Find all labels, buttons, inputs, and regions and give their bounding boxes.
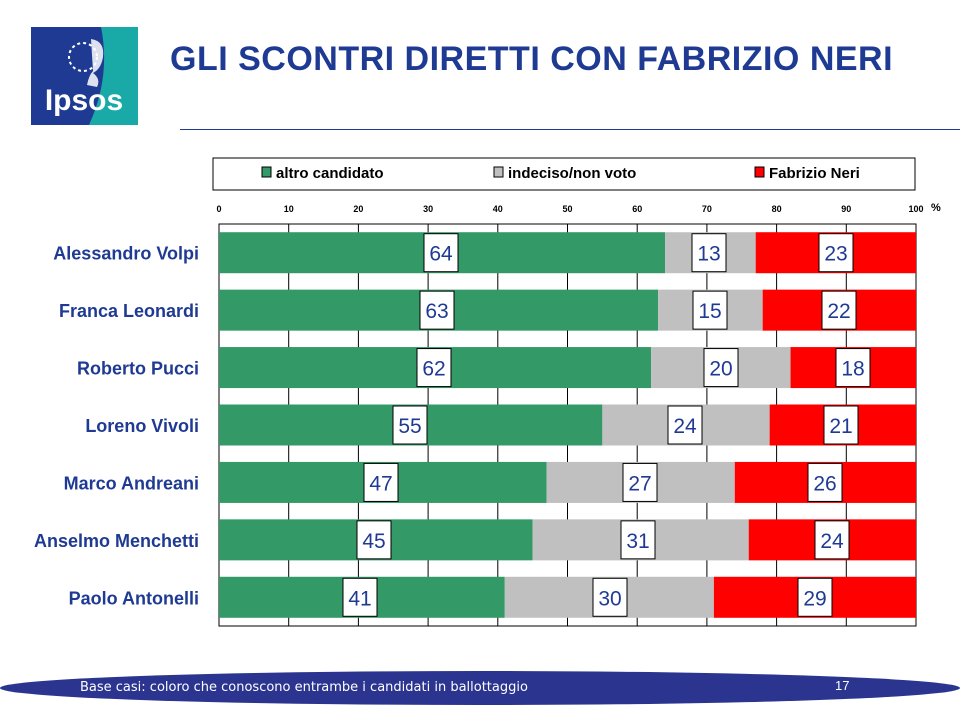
category-label: Anselmo Menchetti xyxy=(34,531,199,551)
ipsos-logo: Ipsos xyxy=(31,27,138,125)
legend-swatch xyxy=(493,166,504,178)
data-label-box xyxy=(667,405,703,445)
title-divider xyxy=(180,129,960,130)
data-label-box xyxy=(392,405,428,445)
x-tick-label: 70 xyxy=(702,204,712,214)
x-tick-label: 30 xyxy=(423,204,433,214)
data-label: 26 xyxy=(813,472,836,495)
footer-note: Base casi: coloro che conoscono entrambe… xyxy=(80,680,528,695)
data-label-box xyxy=(691,233,727,273)
category-label: Paolo Antonelli xyxy=(69,588,199,608)
legend-label: indeciso/non voto xyxy=(508,165,636,182)
x-tick-label: 20 xyxy=(353,204,363,214)
data-label: 30 xyxy=(598,587,621,610)
x-tick-label: 50 xyxy=(562,204,572,214)
data-label-box xyxy=(823,405,859,445)
footer-bar xyxy=(0,671,960,705)
page-title: GLI SCONTRI DIRETTI CON FABRIZIO NERI xyxy=(170,40,894,78)
data-label: 13 xyxy=(697,243,720,266)
x-axis-ticks: 0 10 20 30 40 50 60 70 80 90 100% xyxy=(216,202,941,214)
data-label-box xyxy=(342,577,378,617)
category-label: Marco Andreani xyxy=(64,473,199,493)
chart-legend: altro candidato indeciso/non voto Fabrizio… xyxy=(212,157,916,191)
logo-wordmark: Ipsos xyxy=(45,84,123,117)
data-label: 18 xyxy=(841,358,864,381)
x-tick-label: 40 xyxy=(493,204,503,214)
data-label: 20 xyxy=(709,358,732,381)
data-label-box xyxy=(419,290,455,330)
legend-box xyxy=(212,157,916,191)
data-labels: 64 13 23 63 15 22 62 20 18 55 24 21 47 27 26 45 31 24 41 30… xyxy=(342,233,871,617)
data-label-box xyxy=(821,290,857,330)
data-label-box xyxy=(416,348,452,388)
data-label-box xyxy=(356,520,392,560)
data-label-box xyxy=(692,290,728,330)
data-label: 15 xyxy=(698,300,721,323)
legend-swatch xyxy=(754,166,765,178)
legend-label: Fabrizio Neri xyxy=(769,165,860,182)
data-label-box xyxy=(363,462,399,502)
data-label: 23 xyxy=(824,243,847,266)
data-label: 64 xyxy=(429,243,453,266)
data-label-box xyxy=(818,233,854,273)
legend-swatch xyxy=(261,166,272,178)
data-label: 29 xyxy=(803,587,826,610)
x-tick-label: 0 xyxy=(216,204,221,214)
x-unit-label: % xyxy=(931,202,941,214)
data-label: 22 xyxy=(827,300,850,323)
data-label: 21 xyxy=(829,415,852,438)
x-tick-label: 10 xyxy=(284,204,294,214)
x-tick-label: 60 xyxy=(632,204,642,214)
category-label: Alessandro Volpi xyxy=(53,244,199,264)
stacked-bar-chart: altro candidato indeciso/non voto Fabrizio… xyxy=(34,157,941,627)
data-label: 41 xyxy=(348,587,371,610)
category-label: Franca Leonardi xyxy=(59,301,199,321)
data-label-box xyxy=(592,577,628,617)
x-tick-label: 100 xyxy=(908,204,923,214)
data-label: 24 xyxy=(820,530,844,553)
data-label-box xyxy=(814,520,850,560)
category-labels: Alessandro Volpi Franca Leonardi Roberto P… xyxy=(34,244,199,609)
data-label: 45 xyxy=(362,530,385,553)
x-tick-label: 90 xyxy=(841,204,851,214)
data-label-box xyxy=(620,520,656,560)
data-label-box xyxy=(797,577,833,617)
data-label-box xyxy=(622,462,658,502)
data-label: 31 xyxy=(626,530,649,553)
data-label: 63 xyxy=(425,300,448,323)
page-number: 17 xyxy=(835,678,850,693)
data-label-box xyxy=(703,348,739,388)
legend-label: altro candidato xyxy=(276,165,384,182)
data-label: 27 xyxy=(628,472,651,495)
x-tick-label: 80 xyxy=(772,204,782,214)
data-label: 24 xyxy=(673,415,697,438)
data-label: 55 xyxy=(398,415,421,438)
category-label: Loreno Vivoli xyxy=(85,416,199,436)
data-label-box xyxy=(835,348,871,388)
data-label-box xyxy=(807,462,843,502)
data-label: 62 xyxy=(422,358,445,381)
category-label: Roberto Pucci xyxy=(77,359,199,379)
data-label: 47 xyxy=(369,472,392,495)
chart-bars xyxy=(219,232,916,618)
data-label-box xyxy=(423,233,459,273)
